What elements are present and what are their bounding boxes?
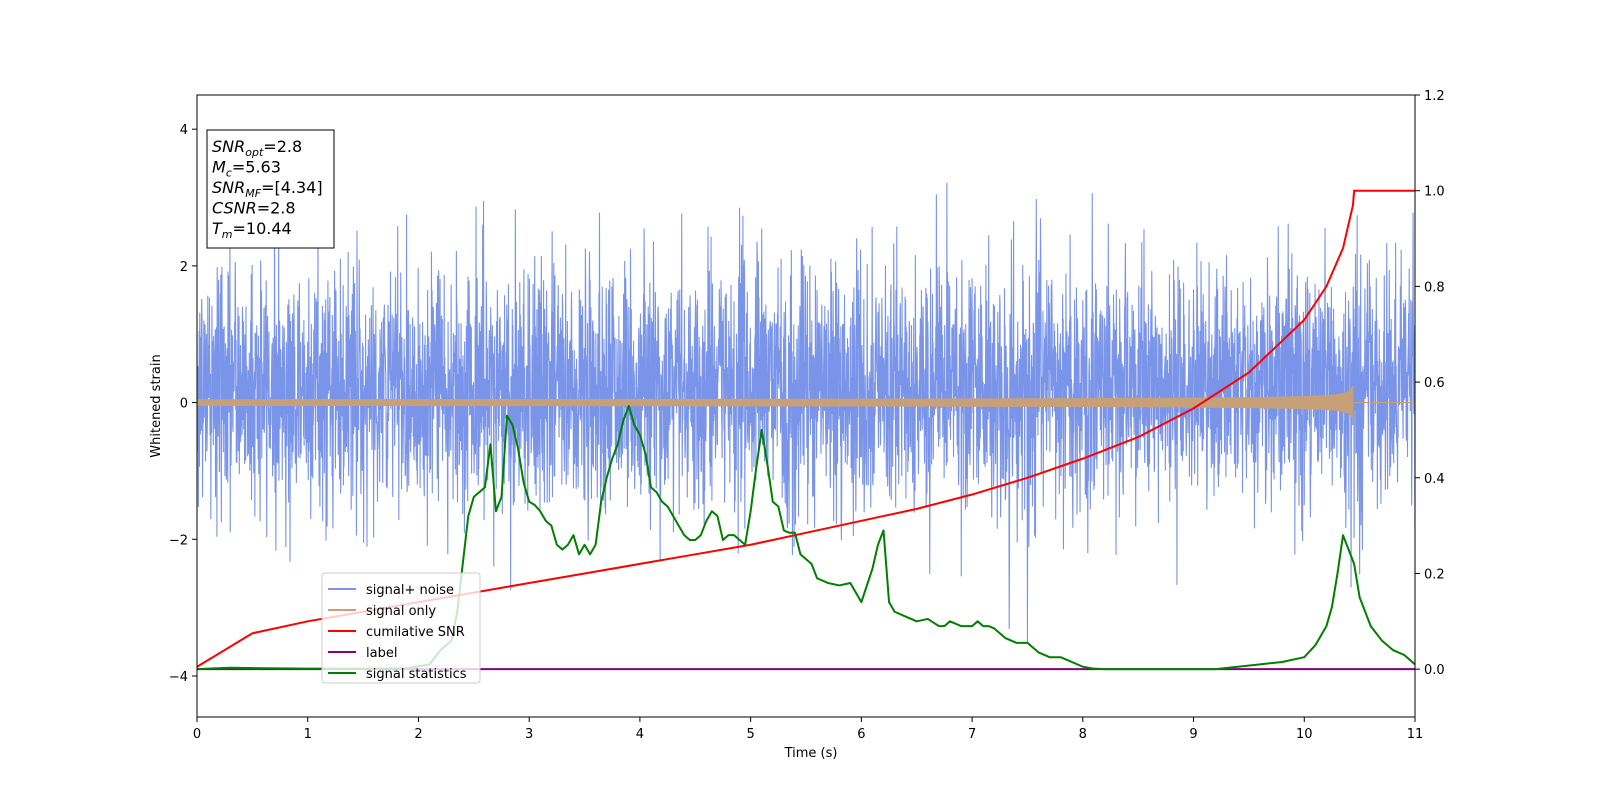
info-box-value: =5.63 [232,158,281,177]
legend-label: cumilative SNR [366,625,465,640]
x-tick-label: 4 [636,727,644,742]
x-tick-label: 8 [1079,727,1087,742]
info-box-line: Mc=5.63 [212,158,281,180]
legend-label: signal+ noise [366,583,454,598]
info-box: SNRopt=2.8Mc=5.63SNRMF=[4.34]CSNR=2.8Tm=… [206,129,335,249]
legend-frame [321,572,481,684]
x-tick-label: 1 [304,727,312,742]
x-tick-label: 2 [414,727,422,742]
y2-axis: 0.0 0.2 0.4 0.6 0.8 1.0 1.2 [1415,89,1445,678]
x-tick-label: 9 [1189,727,1197,742]
y-tick-label: 0 [180,397,188,412]
info-box-symbol: SNR [212,137,245,156]
legend-label: signal only [366,604,436,619]
x-tick-label: 3 [525,727,533,742]
info-box-symbol: M [212,158,226,177]
series-signal-only-chirp [197,384,1354,421]
info-box-value: =2.8 [257,199,296,218]
info-box-subscript: MF [245,187,261,200]
x-axis: 0 1 2 3 4 5 6 7 8 9 10 11 [193,717,1423,742]
y2-tick-label: 1.0 [1424,185,1445,200]
y-tick-label: 4 [180,123,188,138]
series-signal-statistics-line [197,405,1415,671]
info-box-value: =10.44 [233,219,292,238]
info-box-line: SNRopt=2.8 [212,137,302,159]
y2-tick-label: 1.2 [1424,89,1445,104]
info-box-frame [206,129,335,249]
y-tick-label: −2 [169,533,188,548]
info-box-symbol: SNR [212,178,245,197]
x-tick-label: 7 [968,727,976,742]
x-tick-label: 5 [746,727,754,742]
plot-frame [196,94,1416,718]
info-box-value: =2.8 [263,137,302,156]
y2-tick-label: 0.0 [1424,663,1445,678]
x-tick-label: 11 [1407,727,1424,742]
y-axis: −4 −2 0 2 4 [169,123,197,685]
info-box-symbol: T [212,219,223,238]
x-axis-label: Time (s) [784,746,838,761]
x-tick-label: 0 [193,727,201,742]
info-box-subscript: opt [245,146,264,159]
info-box-line: SNRMF=[4.34] [212,178,323,200]
info-box-line: Tm=10.44 [212,219,292,241]
info-box-line: CSNR=2.8 [212,199,296,218]
y2-tick-label: 0.2 [1424,567,1445,582]
y2-tick-label: 0.8 [1424,280,1445,295]
legend-label: label [366,646,397,661]
info-box-symbol: CSNR [212,199,257,218]
x-tick-label: 6 [857,727,865,742]
legend: signal+ noise signal only cumilative SNR la… [321,572,481,684]
info-box-subscript: c [226,167,232,180]
y-axis-label: Whitened strain [149,354,164,457]
info-box-subscript: m [222,228,233,241]
info-box-value: =[4.34] [261,178,323,197]
y2-tick-label: 0.4 [1424,472,1445,487]
y2-tick-label: 0.6 [1424,376,1445,391]
legend-label: signal statistics [366,667,467,682]
y-tick-label: 2 [180,260,188,275]
x-tick-label: 10 [1296,727,1313,742]
y-tick-label: −4 [169,670,188,685]
